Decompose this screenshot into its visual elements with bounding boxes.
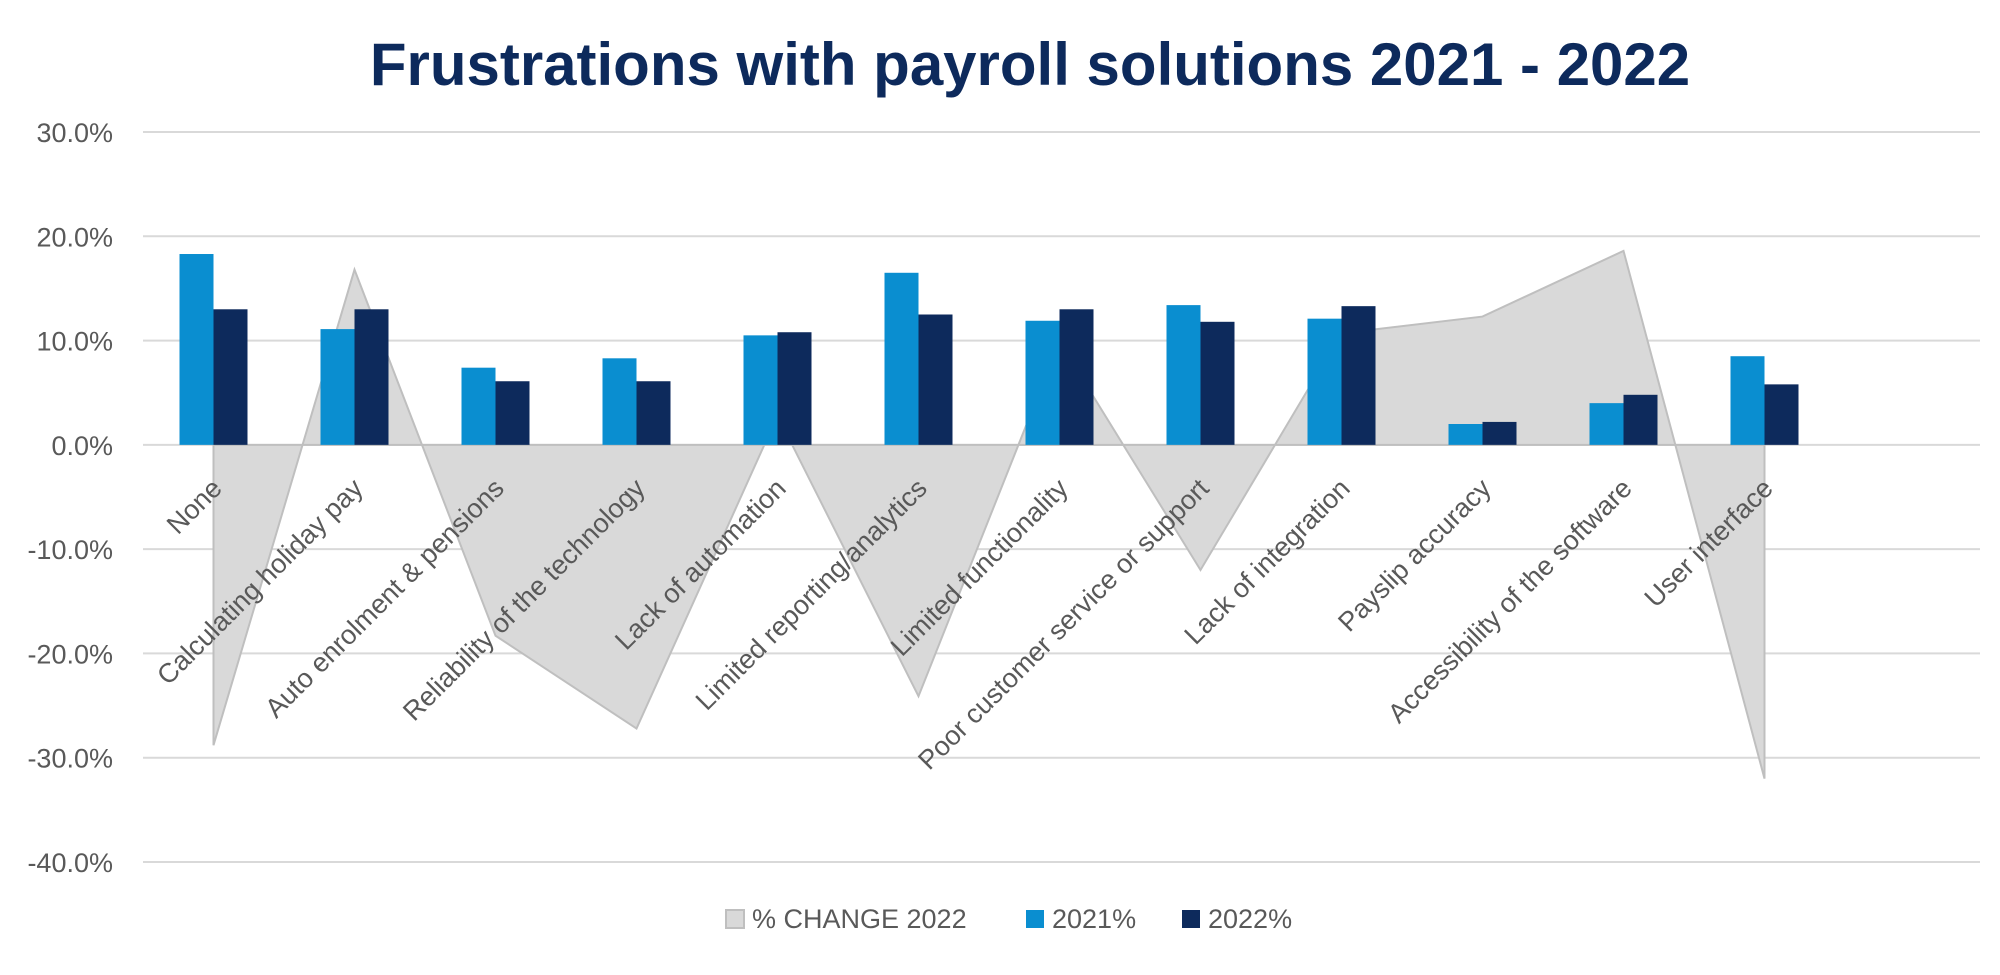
x-tick-label: Payslip accuracy [1332,473,1497,638]
legend-swatch [1182,910,1200,928]
legend-label: 2021% [1052,904,1136,934]
legend-label: % CHANGE 2022 [752,904,967,934]
bar-2022 [918,314,953,445]
x-tick-label: Auto enrolment & pensions [259,473,509,723]
bar-2022 [495,381,530,445]
legend-swatch [725,909,745,929]
chart-title: Frustrations with payroll solutions 2021… [370,31,1690,98]
bar-2022 [1059,309,1094,445]
y-tick-label: 20.0% [36,222,113,252]
bar-2022 [1482,421,1517,445]
bar-2021 [1589,403,1624,445]
y-tick-label: -20.0% [27,639,113,669]
bar-2021 [1307,318,1342,445]
bar-2022 [213,309,248,445]
y-tick-label: -30.0% [27,744,113,774]
bar-2022 [354,309,389,445]
bar-2022 [1341,306,1376,445]
legend-swatch [1026,910,1044,928]
bar-2022 [636,381,671,445]
y-tick-label: 0.0% [51,431,113,461]
bar-2022 [1200,321,1235,445]
legend: % CHANGE 2022 2021% 2022% [725,904,1292,934]
y-tick-label: 30.0% [36,118,113,148]
bar-2022 [1764,384,1799,445]
y-tick-label: 10.0% [36,327,113,357]
y-tick-label: -40.0% [27,848,113,878]
bar-2021 [1166,305,1201,445]
x-tick-label: Accessibility of the software [1382,473,1638,729]
bar-2021 [884,272,919,445]
bar-2022 [777,332,812,445]
bar-2021 [1730,356,1765,445]
bar-2021 [743,335,778,445]
bar-series [179,254,1799,445]
y-axis-ticks: 30.0% 20.0% 10.0% 0.0% -10.0% -20.0% -30.0% -40… [27,118,113,878]
bar-2021 [179,254,214,445]
bar-2022 [1623,394,1658,445]
legend-label: 2022% [1208,904,1292,934]
bar-2021 [1025,320,1060,445]
bar-2021 [320,329,355,445]
bar-2021 [602,358,637,445]
bar-2021 [461,367,496,445]
bar-2021 [1448,424,1483,445]
y-tick-label: -10.0% [27,535,113,565]
